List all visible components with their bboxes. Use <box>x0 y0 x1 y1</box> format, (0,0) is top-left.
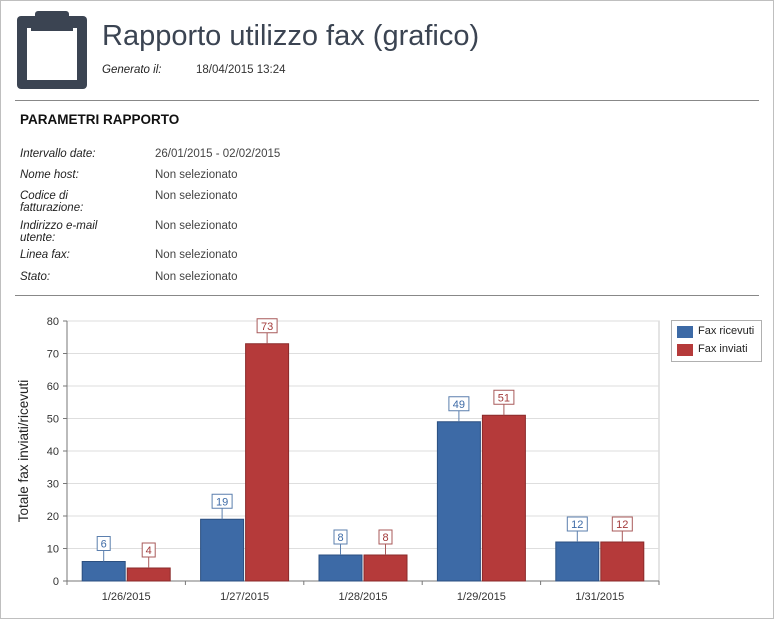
param-label-host: Nome host: <box>20 169 79 181</box>
data-label: 73 <box>261 321 273 333</box>
bar-sent <box>363 554 408 582</box>
data-label: 6 <box>101 539 107 551</box>
data-label-box <box>566 516 588 532</box>
bar-sent <box>245 343 290 582</box>
y-axis-title: Totale fax inviati/ricevuti <box>16 380 31 523</box>
x-tick-label: 1/31/2015 <box>575 591 624 603</box>
x-tick-label: 1/26/2015 <box>102 591 151 603</box>
x-tick-label: 1/28/2015 <box>339 591 388 603</box>
data-label: 12 <box>571 519 583 531</box>
parameters-heading: PARAMETRI RAPPORTO <box>20 112 180 127</box>
data-label-box <box>611 516 633 532</box>
data-label-box <box>256 318 278 334</box>
param-label-fax-line: Linea fax: <box>20 249 70 261</box>
x-tick-label: 1/27/2015 <box>220 591 269 603</box>
param-value-date-range: 26/01/2015 - 02/02/2015 <box>155 148 281 160</box>
data-label-box <box>333 529 348 545</box>
bar-received <box>81 561 126 582</box>
data-label-box <box>378 529 393 545</box>
bar-received <box>200 518 245 582</box>
data-label: 19 <box>216 496 228 508</box>
y-tick-label: 60 <box>47 381 59 393</box>
data-label: 4 <box>146 545 152 557</box>
y-tick-label: 20 <box>47 511 59 523</box>
legend-label-sent: Fax inviati <box>698 343 748 355</box>
bar-sent <box>600 541 645 582</box>
data-label-box <box>211 493 233 509</box>
data-label-box <box>96 536 111 551</box>
bar-received <box>555 541 600 582</box>
data-label: 49 <box>453 399 465 411</box>
fax-usage-chart: 0 10 20 30 40 50 60 70 80 Totale fax inviati/rice… <box>16 316 660 603</box>
data-label: 8 <box>337 532 343 544</box>
legend-swatch-sent <box>677 344 693 356</box>
param-value-fax-line: Non selezionato <box>155 249 238 261</box>
y-tick-label: 10 <box>47 544 59 556</box>
y-tick-label: 80 <box>47 316 59 328</box>
y-tick-label: 70 <box>47 349 59 361</box>
param-value-user-email: Non selezionato <box>155 220 238 232</box>
header-divider <box>15 100 759 101</box>
data-label: 12 <box>616 519 628 531</box>
bar-sent <box>481 414 526 582</box>
data-label: 8 <box>382 532 388 544</box>
param-value-host: Non selezionato <box>155 169 238 181</box>
report-title: Rapporto utilizzo fax (grafico) <box>102 20 480 52</box>
data-label-box <box>493 389 515 405</box>
generated-value: 18/04/2015 13:24 <box>196 64 286 76</box>
param-label-date-range: Intervallo date: <box>20 148 96 160</box>
clipboard-icon <box>17 11 87 89</box>
y-tick-label: 30 <box>47 479 59 491</box>
data-label: 51 <box>498 392 510 404</box>
chart-legend: Fax ricevuti Fax inviati <box>671 320 762 362</box>
y-tick-label: 50 <box>47 414 59 426</box>
param-label-billing-code: Codice di fatturazione: <box>20 190 84 214</box>
y-tick-label: 0 <box>53 576 59 588</box>
generated-label: Generato il: <box>102 64 162 76</box>
param-value-status: Non selezionato <box>155 271 238 283</box>
legend-swatch-received <box>677 326 693 338</box>
param-label-user-email: Indirizzo e-mail utente: <box>20 220 98 244</box>
bar-received <box>318 554 363 582</box>
data-label-box <box>448 396 470 412</box>
param-value-billing-code: Non selezionato <box>155 190 238 202</box>
parameters-divider <box>15 295 759 296</box>
x-tick-label: 1/29/2015 <box>457 591 506 603</box>
y-tick-label: 40 <box>47 446 59 458</box>
legend-label-received: Fax ricevuti <box>698 325 755 337</box>
bar-sent <box>126 567 171 582</box>
param-label-status: Stato: <box>20 271 51 283</box>
bar-received <box>436 421 481 582</box>
data-label-box <box>141 542 156 558</box>
